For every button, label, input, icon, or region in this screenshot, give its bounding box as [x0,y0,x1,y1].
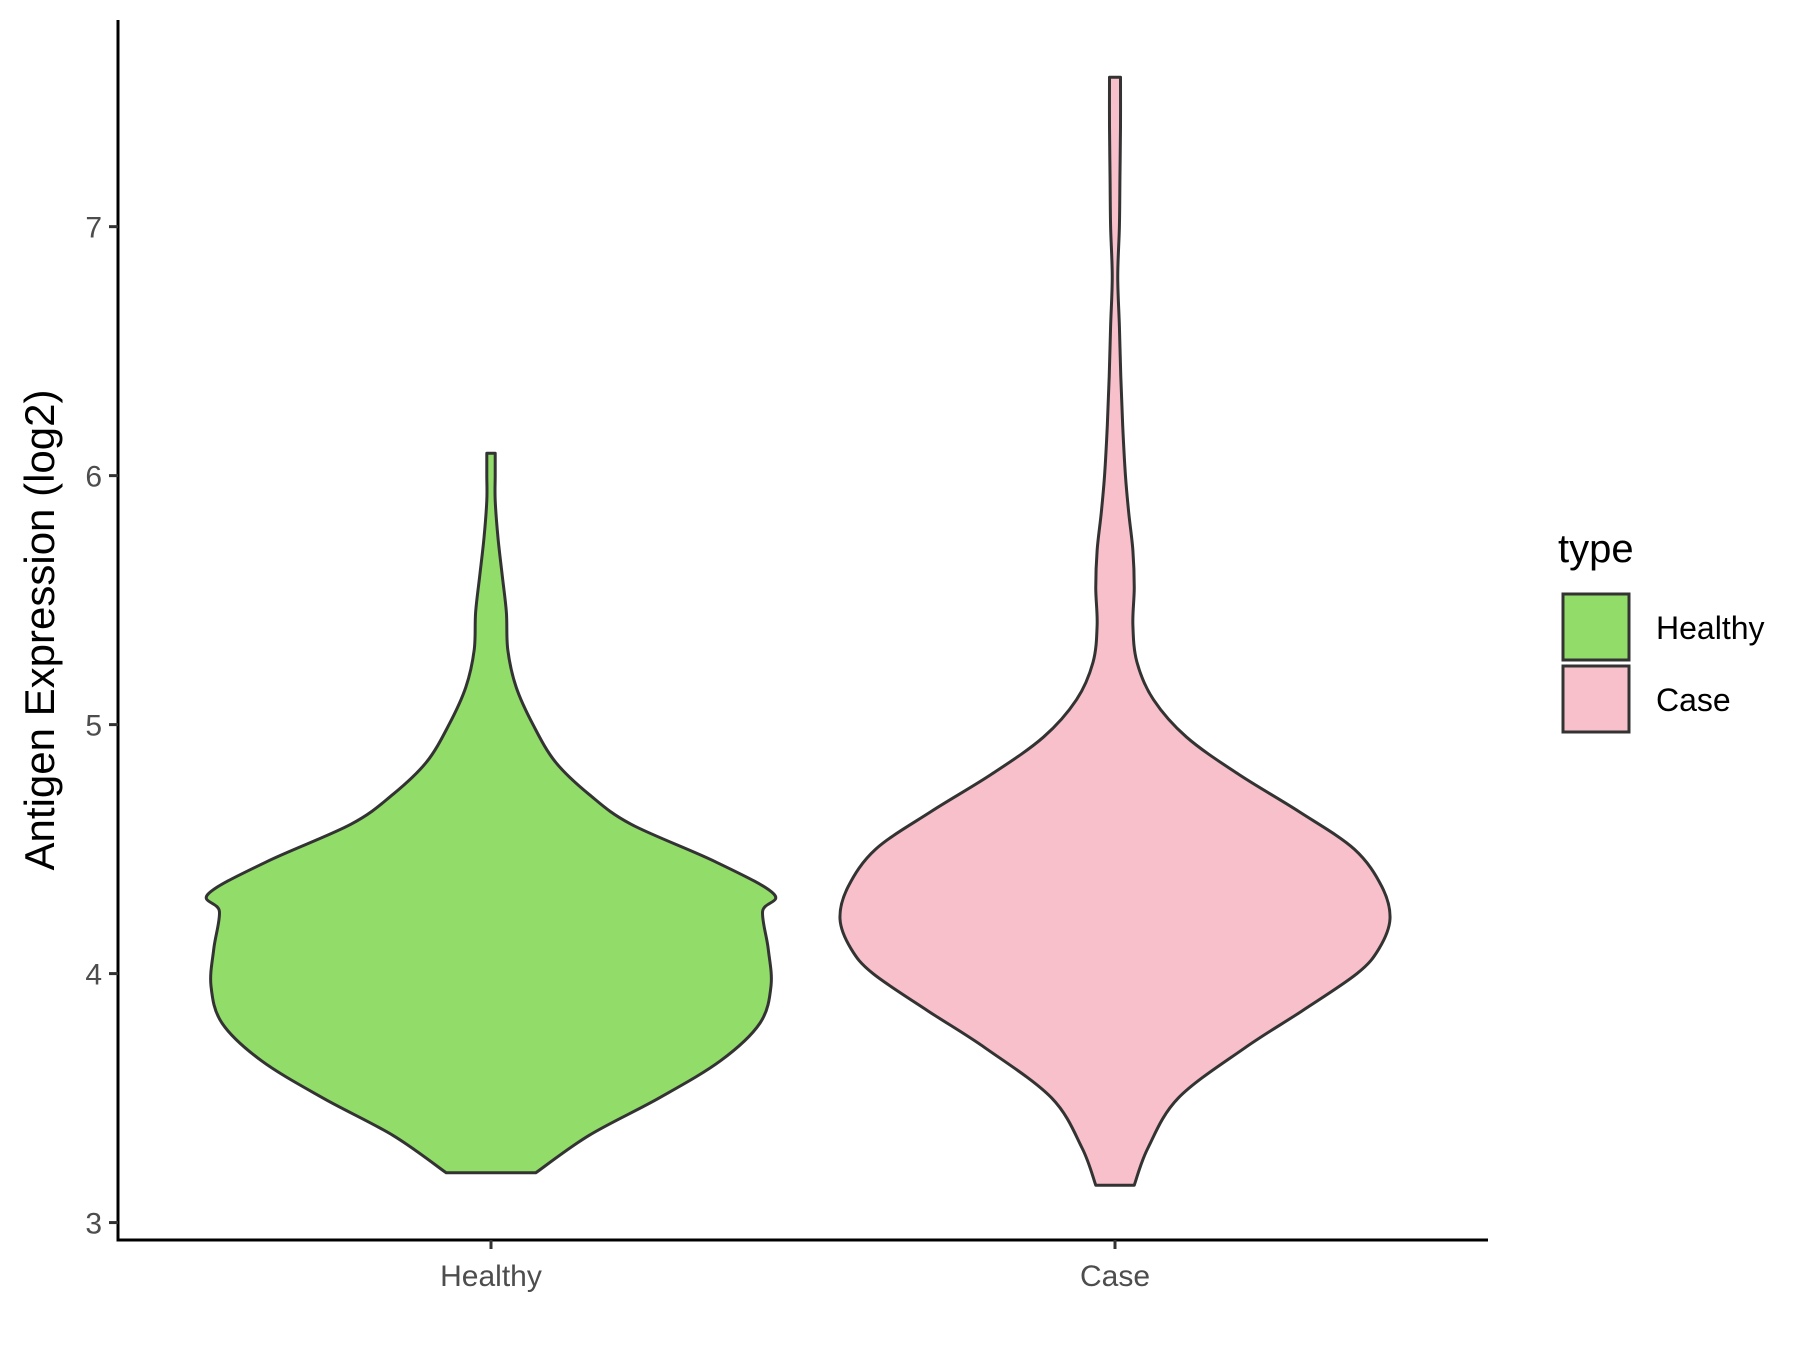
legend-title: type [1558,527,1634,571]
legend-label: Healthy [1656,610,1765,646]
y-axis: 3 4 5 6 7 [85,20,120,1242]
y-tick-label: 3 [85,1208,102,1241]
y-tick-label: 7 [85,212,102,245]
x-axis: Healthy Case [116,1238,1488,1293]
y-tick-label: 6 [85,461,102,494]
plot-panel [204,75,1392,1187]
legend-label: Case [1656,682,1731,718]
legend-swatch-case [1561,664,1631,734]
legend: type Healthy Case [1558,527,1765,734]
y-tick-label: 4 [85,959,102,992]
y-tick-label: 5 [85,710,102,743]
x-tick-label: Case [1080,1260,1150,1293]
y-axis-title: Antigen Expression (log2) [16,390,63,871]
violin-healthy [204,451,778,1175]
legend-swatch-healthy [1561,592,1631,662]
violin-case [838,75,1392,1187]
x-tick-label: Healthy [440,1260,542,1293]
